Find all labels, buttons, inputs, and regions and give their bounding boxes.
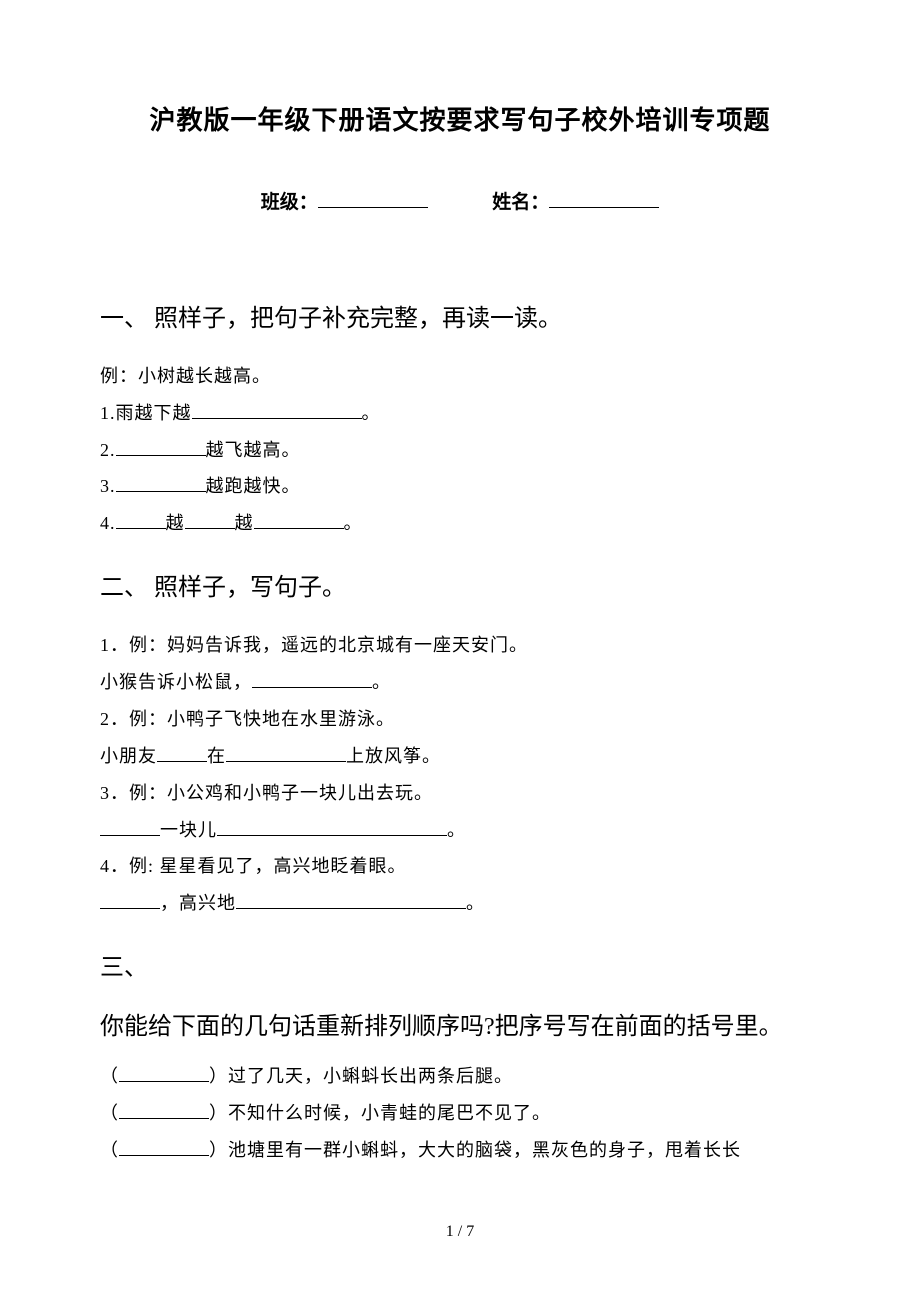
name-blank[interactable] [549, 189, 659, 208]
section-3-number: 三、 [100, 948, 820, 989]
section-1-item-1: 1.雨越下越 。 [100, 395, 820, 432]
section-2-item-3-fill: 一块儿 。 [100, 812, 820, 849]
text: 越 [235, 513, 254, 533]
name-label: 姓名： [492, 192, 549, 213]
text: 在 [207, 746, 226, 766]
section-3-line-1: （ ）过了几天，小蝌蚪长出两条后腿。 [100, 1058, 820, 1095]
section-2-heading: 二、 照样子，写句子。 [100, 568, 820, 609]
section-2-item-1-example: 1．例：妈妈告诉我，遥远的北京城有一座天安门。 [100, 627, 820, 664]
text: ）过了几天，小蝌蚪长出两条后腿。 [209, 1066, 513, 1086]
fill-blank[interactable] [116, 511, 166, 529]
text: 小猴告诉小松鼠， [100, 672, 252, 692]
fill-blank[interactable] [119, 1101, 209, 1119]
worksheet-title: 沪教版一年级下册语文按要求写句子校外培训专项题 [100, 100, 820, 137]
fill-blank[interactable] [226, 744, 346, 762]
fill-blank[interactable] [100, 818, 160, 836]
fill-blank[interactable] [252, 670, 372, 688]
section-3-line-2: （ ）不知什么时候，小青蛙的尾巴不见了。 [100, 1095, 820, 1132]
fill-blank[interactable] [157, 744, 207, 762]
section-3-line-3: （ ）池塘里有一群小蝌蚪，大大的脑袋，黑灰色的身子，甩着长长 [100, 1132, 820, 1169]
section-2-item-2-fill: 小朋友 在 上放风筝。 [100, 738, 820, 775]
section-2-item-1-fill: 小猴告诉小松鼠， 。 [100, 664, 820, 701]
text: （ [100, 1103, 119, 1123]
text: （ [100, 1066, 119, 1086]
text: 。 [344, 513, 363, 533]
text: 。 [362, 403, 381, 423]
text: 越跑越快。 [206, 476, 301, 496]
section-2-item-4-fill: ，高兴地 。 [100, 885, 820, 922]
text: 2. [100, 440, 116, 460]
fill-blank[interactable] [254, 511, 344, 529]
fill-blank[interactable] [119, 1138, 209, 1156]
section-1-item-4: 4. 越 越 。 [100, 505, 820, 542]
text: 。 [372, 672, 391, 692]
text: 。 [466, 893, 485, 913]
section-2-item-3-example: 3．例：小公鸡和小鸭子一块儿出去玩。 [100, 775, 820, 812]
student-info-row: 班级： 姓名： [100, 187, 820, 214]
text: 4. [100, 513, 116, 533]
class-label: 班级： [261, 192, 318, 213]
text: 上放风筝。 [346, 746, 441, 766]
fill-blank[interactable] [236, 891, 466, 909]
fill-blank[interactable] [116, 438, 206, 456]
text: 越 [166, 513, 185, 533]
section-2-item-4-example: 4．例: 星星看见了，高兴地眨着眼。 [100, 848, 820, 885]
section-1-item-2: 2. 越飞越高。 [100, 432, 820, 469]
fill-blank[interactable] [192, 401, 362, 419]
class-blank[interactable] [318, 189, 428, 208]
section-1-item-3: 3. 越跑越快。 [100, 468, 820, 505]
text: 3. [100, 476, 116, 496]
text: 。 [447, 820, 466, 840]
text: 小朋友 [100, 746, 157, 766]
text: 1.雨越下越 [100, 403, 192, 423]
fill-blank[interactable] [116, 474, 206, 492]
text: （ [100, 1140, 119, 1160]
fill-blank[interactable] [119, 1064, 209, 1082]
section-3-heading: 你能给下面的几句话重新排列顺序吗?把序号写在前面的括号里。 [100, 1007, 820, 1048]
text: 一块儿 [160, 820, 217, 840]
section-2-item-2-example: 2．例：小鸭子飞快地在水里游泳。 [100, 701, 820, 738]
text: 越飞越高。 [206, 440, 301, 460]
section-1-example: 例：小树越长越高。 [100, 358, 820, 395]
text: ）池塘里有一群小蝌蚪，大大的脑袋，黑灰色的身子，甩着长长 [209, 1140, 741, 1160]
fill-blank[interactable] [217, 818, 447, 836]
page-number: 1 / 7 [100, 1223, 820, 1241]
text: ，高兴地 [160, 893, 236, 913]
fill-blank[interactable] [100, 891, 160, 909]
section-1-heading: 一、 照样子，把句子补充完整，再读一读。 [100, 299, 820, 340]
fill-blank[interactable] [185, 511, 235, 529]
text: ）不知什么时候，小青蛙的尾巴不见了。 [209, 1103, 551, 1123]
